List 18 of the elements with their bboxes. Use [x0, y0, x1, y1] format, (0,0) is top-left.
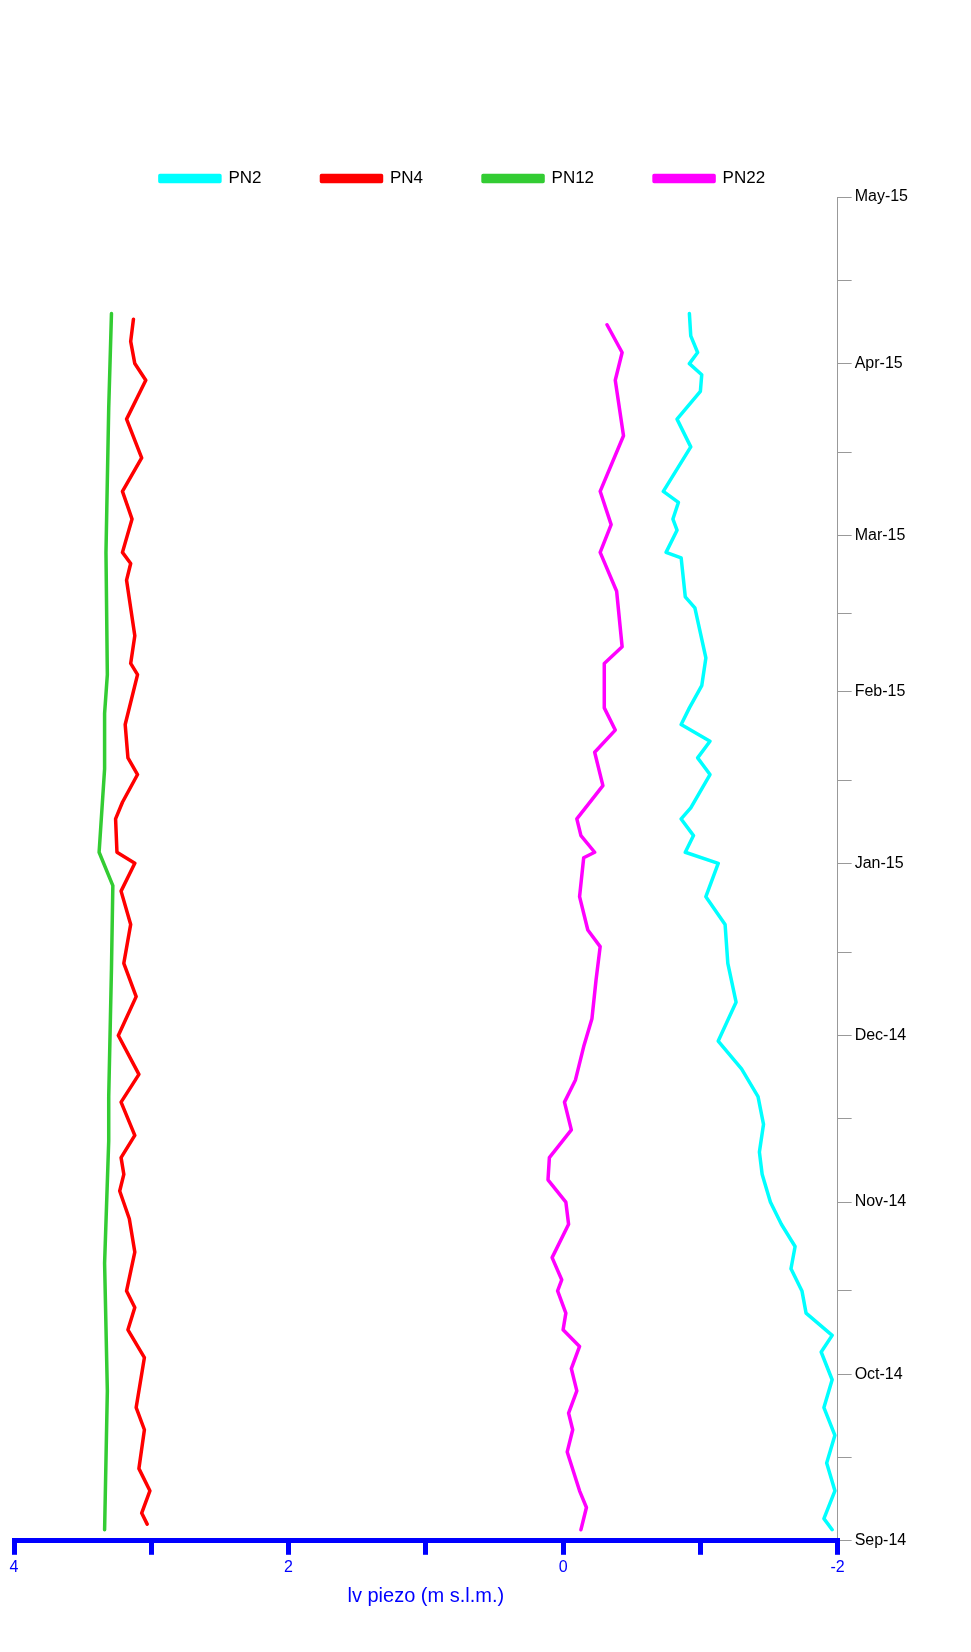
x-tick-label: 2: [284, 1557, 294, 1575]
legend-label: PN4: [389, 168, 424, 188]
y-tick-label: May-15: [854, 187, 909, 205]
legend-label: PN2: [228, 168, 262, 188]
y-tick-label: Sep-14: [854, 1531, 907, 1549]
legend-label: PN12: [551, 168, 595, 188]
x-tick-label: -2: [830, 1557, 845, 1575]
legend-label: PN22: [722, 168, 766, 188]
y-tick-label: Nov-14: [854, 1192, 907, 1210]
y-tick-label: Dec-14: [854, 1025, 907, 1043]
x-tick-label: 4: [9, 1557, 19, 1575]
x-axis-title: lv piezo (m s.l.m.): [347, 1583, 505, 1606]
y-tick-label: Feb-15: [854, 681, 906, 699]
y-tick-label: Oct-14: [854, 1364, 903, 1382]
y-tick-label: Jan-15: [854, 853, 904, 871]
y-tick-label: Mar-15: [854, 526, 906, 544]
x-tick-label: 0: [558, 1557, 568, 1575]
y-tick-label: Apr-15: [854, 353, 903, 371]
